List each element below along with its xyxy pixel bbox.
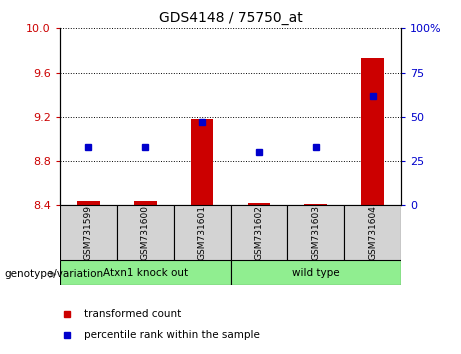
- Text: wild type: wild type: [292, 268, 340, 278]
- Bar: [361, 58, 384, 205]
- Bar: [344, 205, 401, 260]
- Text: GSM731602: GSM731602: [254, 205, 263, 260]
- Bar: [77, 201, 100, 205]
- Text: GSM731599: GSM731599: [84, 205, 93, 260]
- Text: Atxn1 knock out: Atxn1 knock out: [103, 268, 188, 278]
- Bar: [191, 119, 213, 205]
- Text: GSM731600: GSM731600: [141, 205, 150, 260]
- Bar: [304, 204, 327, 205]
- Text: GSM731604: GSM731604: [368, 205, 377, 260]
- Bar: [134, 201, 157, 205]
- Bar: [60, 205, 117, 260]
- Bar: [117, 205, 174, 260]
- Text: GSM731601: GSM731601: [198, 205, 207, 260]
- Bar: [230, 205, 287, 260]
- Text: percentile rank within the sample: percentile rank within the sample: [84, 330, 260, 341]
- Bar: [174, 205, 230, 260]
- Text: transformed count: transformed count: [84, 309, 181, 319]
- Bar: [248, 203, 270, 205]
- Bar: [230, 260, 401, 285]
- Text: GSM731603: GSM731603: [311, 205, 320, 260]
- Text: genotype/variation: genotype/variation: [5, 269, 104, 279]
- Bar: [287, 205, 344, 260]
- Bar: [60, 260, 230, 285]
- Title: GDS4148 / 75750_at: GDS4148 / 75750_at: [159, 11, 302, 24]
